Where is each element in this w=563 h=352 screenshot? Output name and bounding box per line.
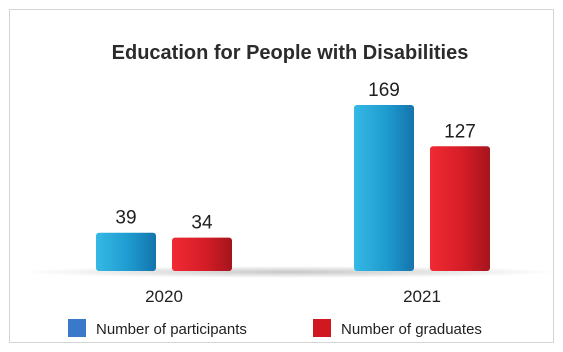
data-label-graduates-2020: 34 <box>191 213 213 234</box>
data-label-graduates-2021: 127 <box>444 121 476 142</box>
bar-participants-2021 <box>354 105 414 271</box>
bars-layer: 39 34 169 127 <box>96 80 490 271</box>
x-tick-label-2021: 2021 <box>403 287 441 306</box>
legend: Number of participants Number of graduate… <box>68 319 482 338</box>
legend-item-graduates: Number of graduates <box>313 319 482 338</box>
legend-label-graduates: Number of graduates <box>341 321 482 338</box>
data-label-participants-2020: 39 <box>115 208 136 229</box>
x-tick-label-2020: 2020 <box>145 287 183 306</box>
bar-graduates-2020 <box>172 237 232 271</box>
x-tick-labels: 2020 2021 <box>145 287 441 306</box>
bar-graduates-2021 <box>430 146 490 271</box>
legend-item-participants: Number of participants <box>68 319 247 338</box>
legend-swatch-participants <box>68 319 86 337</box>
legend-label-participants: Number of participants <box>96 321 247 338</box>
chart-title: Education for People with Disabilities <box>112 42 469 64</box>
data-label-participants-2021: 169 <box>368 80 400 101</box>
legend-swatch-graduates <box>313 319 331 337</box>
bar-participants-2020 <box>96 232 156 271</box>
